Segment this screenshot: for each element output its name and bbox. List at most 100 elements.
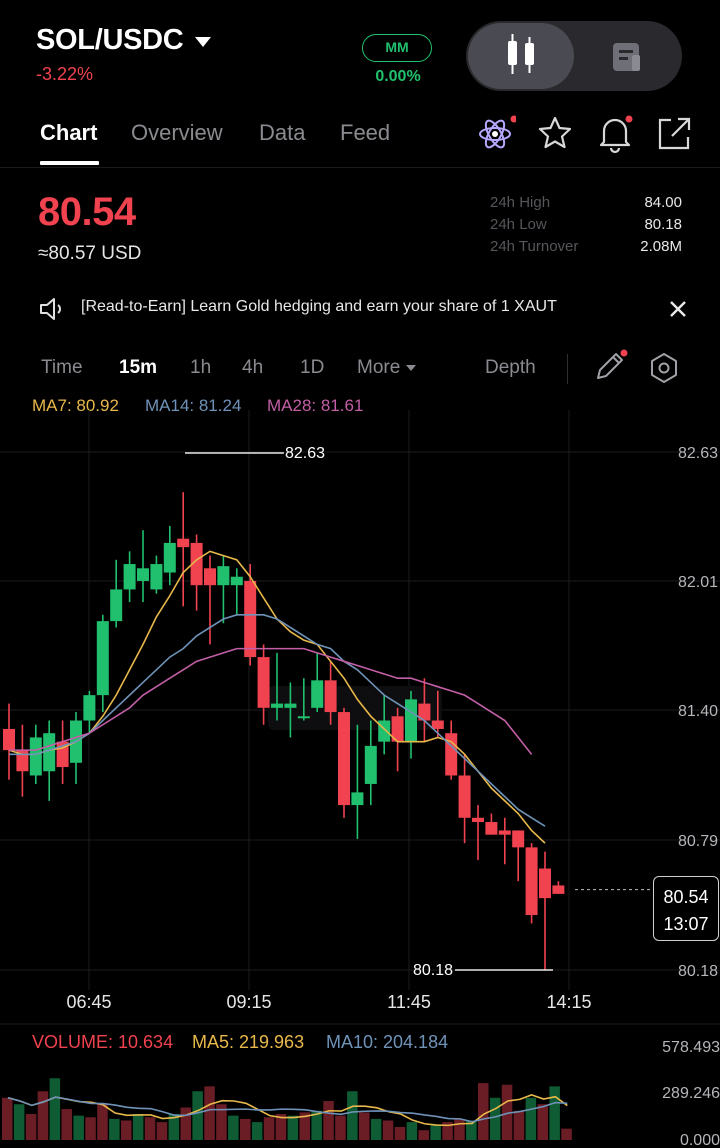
star-icon[interactable]: [536, 114, 576, 154]
volume-bar: [156, 1122, 168, 1140]
candle-body: [150, 564, 163, 590]
tab-chart[interactable]: Chart: [40, 120, 98, 145]
low-marker-label: 80.18: [413, 962, 453, 979]
y-tick-label: 82.63: [678, 445, 718, 462]
bell-icon[interactable]: [596, 112, 636, 154]
volume-bar: [49, 1078, 61, 1140]
volume-bar: [347, 1091, 358, 1140]
volume-ma10-line: [7, 1096, 568, 1123]
tab-feed[interactable]: Feed: [340, 120, 391, 145]
candle-body: [190, 542, 203, 586]
volume-bar: [132, 1114, 144, 1140]
candle-body: [177, 538, 190, 548]
x-tick-label: 06:45: [66, 992, 111, 1012]
y-tick-label: 80.79: [678, 833, 718, 850]
pencil-icon[interactable]: [594, 348, 630, 384]
volume-ma10-legend: MA10: 204.184: [326, 1032, 449, 1052]
volume-bar: [97, 1104, 108, 1140]
volume-bar: [168, 1114, 180, 1140]
volume-bar: [192, 1091, 203, 1140]
volume-bar: [109, 1118, 120, 1140]
volume-bar: [240, 1118, 251, 1140]
volume-y-tick: 289.246: [662, 1085, 720, 1102]
interval-15m[interactable]: 15m: [119, 357, 158, 378]
volume-bar: [335, 1115, 346, 1140]
candle-view-button[interactable]: [468, 23, 574, 89]
interval-1d[interactable]: 1D: [300, 357, 325, 378]
trading-pair-selector[interactable]: SOL/USDC: [36, 24, 212, 57]
stat-low-value: 80.18: [644, 216, 682, 233]
ma14-line: [9, 613, 546, 827]
speaker-icon: [40, 298, 61, 320]
candle-body: [512, 830, 525, 848]
price-usd: ≈80.57 USD: [38, 243, 142, 264]
volume-bar: [204, 1086, 215, 1140]
interval-time[interactable]: Time: [41, 357, 83, 378]
current-price-tag: 80.54 13:07: [653, 876, 719, 941]
price-chart[interactable]: 82.63 82.01 81.40 80.79 80.18 06:45 09:15 11:45…: [0, 410, 720, 1148]
book-view-button[interactable]: [574, 23, 680, 89]
candle-body: [3, 728, 15, 751]
current-price-value: 80.54: [663, 887, 709, 907]
mm-badge[interactable]: MM: [362, 34, 432, 62]
atom-icon[interactable]: [476, 114, 516, 154]
announcement-text[interactable]: [Read-to-Earn] Learn Gold hedging and ea…: [81, 298, 557, 315]
volume-bar: [406, 1122, 418, 1140]
chart-annotations: 82.63 80.18: [185, 445, 653, 979]
volume-bar: [418, 1130, 429, 1140]
stat-high-value: 84.00: [644, 194, 682, 211]
candle-body: [539, 868, 551, 899]
active-tab-indicator: [40, 161, 99, 165]
volume-bar: [370, 1118, 382, 1140]
candle-body: [96, 621, 109, 696]
volume-bar: [489, 1097, 501, 1140]
volume-bar: [287, 1115, 299, 1140]
interval-4h[interactable]: 4h: [242, 357, 264, 378]
volume-bar: [251, 1122, 263, 1140]
volume-bar: [25, 1114, 37, 1140]
ma14-legend: MA14: 81.24: [145, 396, 242, 415]
mm-percent: 0.00%: [375, 68, 421, 85]
volume-bar: [2, 1097, 13, 1140]
volume-legend: VOLUME: 10.634: [32, 1032, 174, 1052]
interval-1h[interactable]: 1h: [190, 357, 212, 378]
y-tick-label: 81.40: [678, 703, 718, 720]
candle-body: [418, 703, 431, 721]
volume-bar: [478, 1083, 489, 1140]
share-icon[interactable]: [656, 114, 696, 154]
volume-bar: [216, 1104, 227, 1140]
candle-body: [230, 576, 243, 586]
tab-data[interactable]: Data: [259, 120, 306, 145]
candle-body: [217, 566, 230, 586]
candle-body: [43, 733, 56, 772]
x-tick-label: 14:15: [546, 992, 591, 1012]
toolbar-separator: [567, 354, 568, 384]
close-icon[interactable]: [668, 299, 688, 319]
candle-body: [257, 657, 270, 708]
candle-body: [485, 822, 498, 835]
depth-button[interactable]: Depth: [485, 357, 536, 378]
volume-bar: [61, 1109, 72, 1140]
document-icon: [613, 43, 640, 71]
candle-body: [271, 703, 283, 708]
candle-body: [204, 568, 216, 586]
x-tick-label: 11:45: [387, 992, 431, 1012]
volume-bar: [442, 1122, 453, 1140]
candle-body: [29, 737, 42, 776]
candle-body: [391, 716, 404, 742]
settings-icon[interactable]: [648, 352, 680, 384]
volume-bar: [85, 1117, 96, 1140]
volume-axis: 578.493 289.246 0.000: [662, 1039, 720, 1148]
price-change: -3.22%: [36, 64, 94, 84]
stat-low-label: 24h Low: [490, 216, 547, 233]
volume-bar: [13, 1104, 25, 1140]
candles: [3, 492, 565, 970]
tab-overview[interactable]: Overview: [131, 120, 223, 145]
volume-y-tick: 578.493: [662, 1039, 720, 1056]
volume-bar: [263, 1117, 275, 1140]
volume-bar: [454, 1118, 465, 1140]
interval-more[interactable]: More: [357, 357, 417, 379]
ma28-line: [9, 647, 533, 755]
y-tick-label: 82.01: [678, 574, 718, 591]
candle-body: [364, 745, 377, 784]
